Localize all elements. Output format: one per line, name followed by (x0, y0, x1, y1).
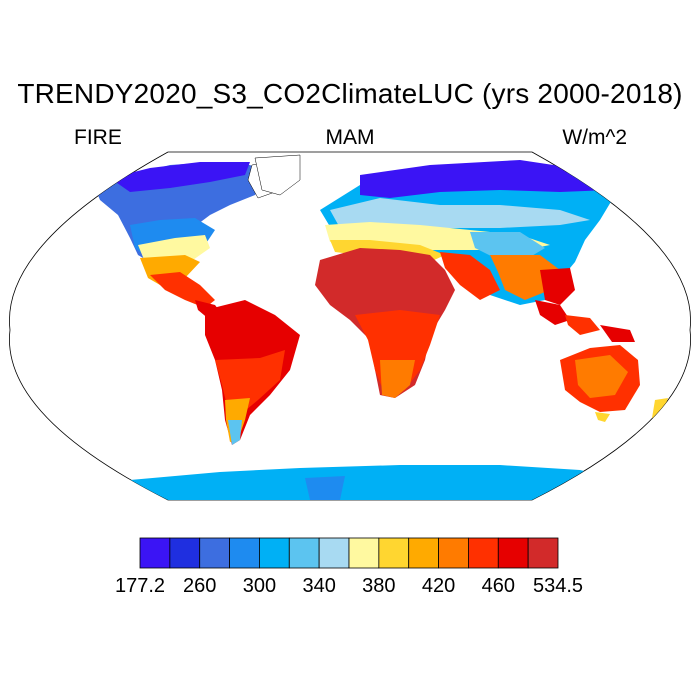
colorbar-tick-label: 260 (183, 575, 216, 597)
colorbar-cell (378, 537, 410, 569)
colorbar-cell (139, 537, 171, 569)
colorbar-cell (527, 537, 559, 569)
colorbar-cell (229, 537, 260, 569)
southeast-asia-islands (535, 300, 635, 342)
colorbar-tick-label: 300 (243, 575, 276, 597)
colorbar-cell (497, 537, 529, 569)
colorbar-tick-label: 340 (302, 575, 335, 597)
south-america-landmass (205, 300, 300, 445)
colorbar-cell (259, 537, 290, 569)
colorbar-tick-label: 177.2 (115, 575, 165, 597)
north-america-landmass (95, 159, 293, 320)
colorbar-cell (318, 537, 350, 569)
map-title: TRENDY2020_S3_CO2ClimateLUC (yrs 2000-20… (17, 78, 683, 109)
season-label: MAM (325, 126, 375, 149)
colorbar-tick-label: 380 (362, 575, 395, 597)
colorbar-cell (468, 537, 499, 569)
colorbar-tick-label: 534.5 (533, 575, 583, 597)
colorbar-tick-label: 460 (482, 575, 515, 597)
africa-landmass (315, 248, 455, 398)
colorbar-tick-label: 420 (422, 575, 455, 597)
colorbar-cell (199, 537, 230, 569)
antarctica-landmass (100, 465, 620, 500)
units-label: W/m^2 (562, 126, 627, 149)
colorbar-cell (169, 537, 201, 569)
colorbar-cell (408, 537, 439, 569)
greenland-landmass (254, 154, 301, 196)
australia-landmass (560, 345, 668, 422)
colorbar-cell (348, 537, 380, 569)
colorbar-cell (288, 537, 320, 569)
variable-label: FIRE (74, 126, 122, 149)
colorbar-cell (438, 537, 469, 569)
